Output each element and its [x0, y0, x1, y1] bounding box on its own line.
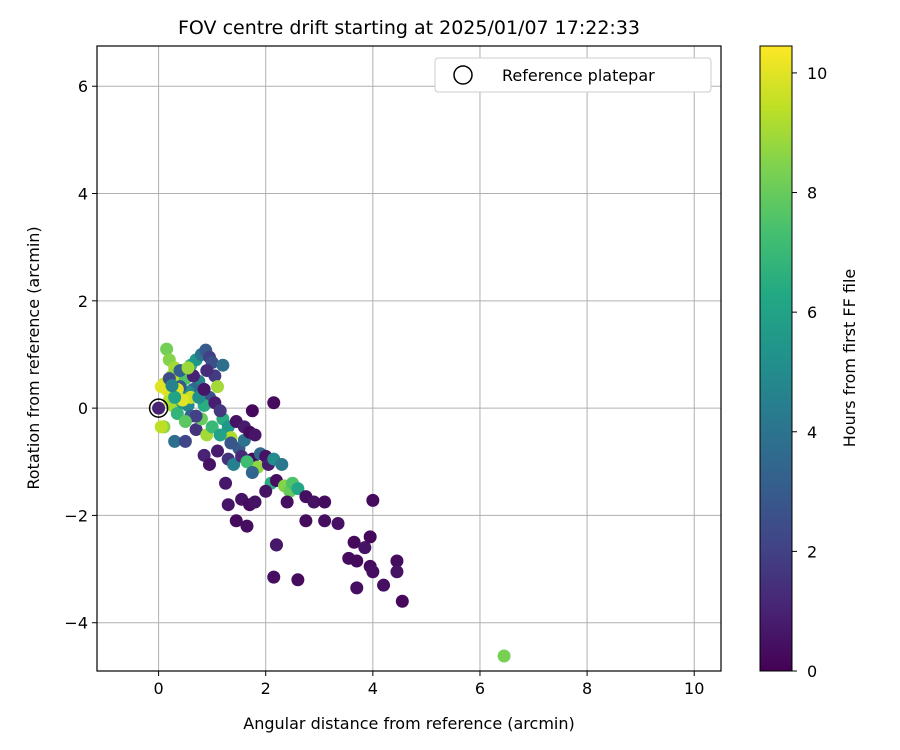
data-point: [363, 530, 377, 544]
data-point: [168, 390, 182, 404]
data-point: [269, 538, 283, 552]
data-point: [152, 401, 166, 415]
y-tick-label: 0: [78, 399, 88, 418]
x-axis-label: Angular distance from reference (arcmin): [243, 714, 574, 733]
data-point: [178, 434, 192, 448]
data-point: [248, 428, 262, 442]
data-point: [213, 404, 227, 418]
reference-marker: [148, 398, 169, 418]
legend-label: Reference platepar: [502, 66, 655, 85]
y-tick-label: 6: [78, 77, 88, 96]
data-point: [200, 364, 214, 378]
x-tick-label: 10: [684, 679, 704, 698]
y-tick-label: 2: [78, 292, 88, 311]
data-point: [154, 420, 168, 434]
data-point: [331, 516, 345, 530]
data-point: [350, 581, 364, 595]
data-point: [291, 573, 305, 587]
x-tick-label: 4: [368, 679, 378, 698]
data-point: [497, 649, 511, 663]
data-point: [178, 415, 192, 429]
data-point: [165, 379, 179, 393]
x-tick-label: 0: [154, 679, 164, 698]
data-point: [240, 519, 254, 533]
data-point: [221, 498, 235, 512]
data-point: [280, 495, 294, 509]
data-point: [267, 396, 281, 410]
data-point: [213, 428, 227, 442]
data-point: [358, 541, 372, 555]
data-point: [318, 495, 332, 509]
colorbar: 0 2 4 6 8 10 Hours from first FF file: [759, 45, 859, 681]
data-point: [216, 358, 230, 372]
data-point: [219, 476, 233, 490]
colorbar-tick-label: 4: [807, 423, 817, 442]
y-tick-label: −4: [64, 614, 88, 633]
y-tick-label: −2: [64, 506, 88, 525]
data-point: [189, 409, 203, 423]
x-tick-label: 6: [475, 679, 485, 698]
data-point: [390, 565, 404, 579]
colorbar-label: Hours from first FF file: [840, 269, 859, 448]
legend-marker: [453, 65, 473, 85]
colorbar-gradient: [759, 45, 793, 672]
colorbar-tick-label: 6: [807, 303, 817, 322]
x-axis: 0 2 4 6 8 10: [154, 671, 704, 698]
data-point: [154, 380, 168, 394]
data-point: [377, 578, 391, 592]
legend: Reference platepar: [434, 57, 712, 93]
data-point: [291, 482, 305, 496]
data-point: [366, 565, 380, 579]
y-tick-label: 4: [78, 185, 88, 204]
data-point: [211, 380, 225, 394]
plot-frame: [96, 45, 722, 672]
data-point: [350, 554, 364, 568]
data-point: [181, 361, 195, 375]
data-point: [299, 514, 313, 528]
data-point: [205, 420, 219, 434]
data-point: [395, 594, 409, 608]
grid: [97, 46, 721, 671]
data-point: [275, 457, 289, 471]
data-point: [227, 457, 241, 471]
colorbar-tick-label: 10: [807, 64, 827, 83]
colorbar-ticks: 0 2 4 6 8 10: [792, 64, 827, 681]
data-point: [197, 382, 211, 396]
data-point: [245, 404, 259, 418]
data-point: [160, 342, 174, 356]
data-point: [211, 444, 225, 458]
y-axis-label: Rotation from reference (arcmin): [24, 226, 43, 489]
data-point: [347, 535, 361, 549]
y-axis: −4 −2 0 2 4 6: [64, 77, 97, 633]
x-tick-label: 2: [261, 679, 271, 698]
data-point: [248, 495, 262, 509]
data-point: [229, 514, 243, 528]
colorbar-tick-label: 0: [807, 662, 817, 681]
data-point: [318, 514, 332, 528]
data-point: [259, 484, 273, 498]
data-point: [390, 554, 404, 568]
data-point: [245, 466, 259, 480]
legend-box: [434, 57, 712, 93]
x-tick-label: 8: [582, 679, 592, 698]
reference-point: [148, 398, 169, 418]
data-point: [307, 495, 321, 509]
chart-title: FOV centre drift starting at 2025/01/07 …: [178, 17, 640, 39]
data-point: [240, 455, 254, 469]
data-point: [202, 457, 216, 471]
plot-points: [152, 342, 511, 663]
data-point: [189, 423, 203, 437]
data-point: [170, 406, 184, 420]
data-point: [224, 436, 238, 450]
data-point: [366, 493, 380, 507]
data-point: [267, 570, 281, 584]
colorbar-tick-label: 2: [807, 542, 817, 561]
data-point: [168, 434, 182, 448]
colorbar-tick-label: 8: [807, 184, 817, 203]
